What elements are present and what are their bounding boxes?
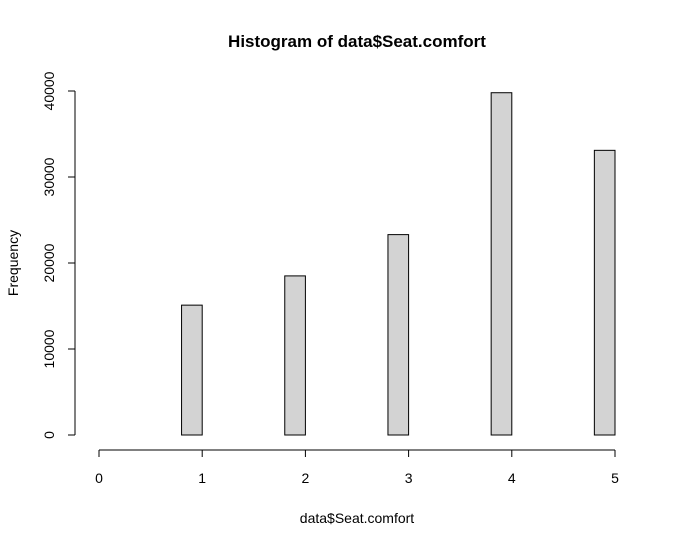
histogram-bar-14 bbox=[387, 234, 410, 436]
y-tick-label-0: 0 bbox=[41, 431, 57, 439]
x-axis: 0 1 2 3 4 5 bbox=[95, 449, 619, 486]
y-tick-label-4: 40000 bbox=[41, 71, 57, 110]
x-tick-label-3: 3 bbox=[405, 470, 413, 486]
y-tick-label-3: 30000 bbox=[41, 157, 57, 196]
x-tick-label-4: 4 bbox=[508, 470, 516, 486]
y-tick-label-1: 10000 bbox=[41, 329, 57, 368]
chart-title: Histogram of data$Seat.comfort bbox=[228, 32, 486, 51]
histogram-bar-24 bbox=[593, 149, 616, 436]
y-axis-label: Frequency bbox=[5, 230, 21, 296]
y-axis: 0 10000 20000 30000 40000 bbox=[41, 71, 76, 439]
x-tick-label-5: 5 bbox=[611, 470, 619, 486]
histogram-bar-4 bbox=[181, 304, 203, 436]
x-tick-label-0: 0 bbox=[95, 470, 103, 486]
x-tick-label-2: 2 bbox=[302, 470, 310, 486]
histogram-bar-19 bbox=[490, 92, 513, 436]
x-tick-label-1: 1 bbox=[198, 470, 206, 486]
histogram-bar-9 bbox=[284, 275, 306, 436]
y-tick-label-2: 20000 bbox=[41, 243, 57, 282]
x-axis-label: data$Seat.comfort bbox=[300, 510, 415, 526]
bars-group bbox=[181, 92, 616, 436]
